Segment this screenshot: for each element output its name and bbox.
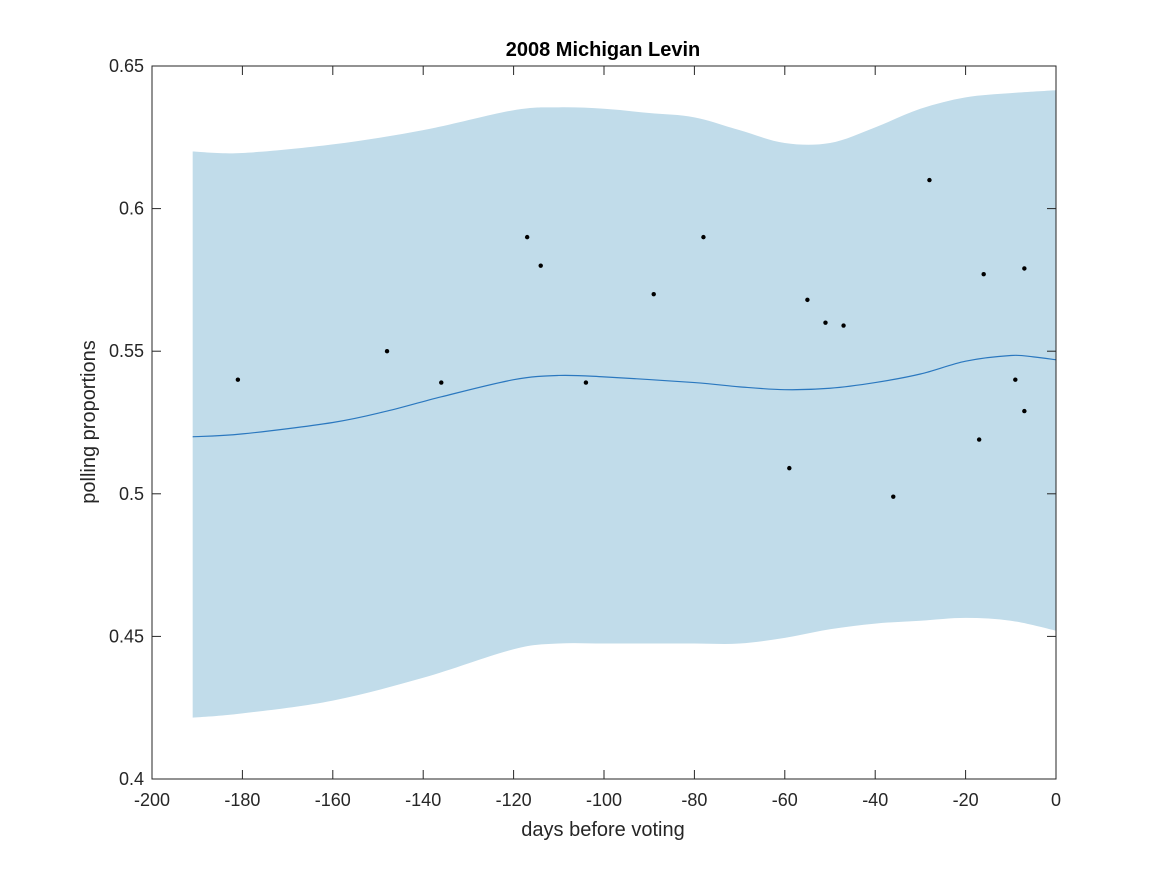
data-point	[701, 234, 706, 240]
y-tick-label: 0.5	[119, 484, 144, 504]
data-point	[841, 323, 846, 328]
data-point	[891, 494, 896, 499]
y-tick-label: 0.55	[109, 341, 144, 361]
data-point	[651, 291, 656, 297]
data-point	[1013, 377, 1018, 382]
data-point	[1022, 266, 1027, 271]
data-point	[981, 271, 986, 277]
confidence-band	[192, 90, 1056, 718]
x-tick-label: -20	[953, 790, 979, 810]
x-tick-label: -40	[862, 790, 888, 810]
data-point	[524, 234, 530, 240]
data-point	[1022, 408, 1027, 414]
y-tick-label: 0.6	[119, 199, 144, 219]
data-point	[823, 320, 828, 325]
axes: -200 -180 -160 -140 -120 -100 -80 -60 -40 -20 00.4…	[109, 56, 1061, 810]
x-tick-label: 0	[1051, 790, 1061, 810]
data-point	[538, 263, 543, 268]
mean-line	[192, 354, 1057, 438]
data-point	[927, 177, 932, 183]
x-tick-label: -200	[134, 790, 170, 810]
data-point	[384, 349, 390, 354]
x-axis-label: days before voting	[521, 819, 684, 841]
y-tick-label: 0.45	[109, 626, 144, 646]
x-tick-label: -60	[772, 790, 798, 810]
x-tick-label: -140	[405, 790, 441, 810]
y-tick-label: 0.4	[119, 769, 144, 789]
x-tick-label: -160	[315, 790, 351, 810]
data-point	[583, 380, 589, 385]
x-tick-label: -180	[224, 790, 260, 810]
data-point	[439, 380, 444, 385]
x-tick-label: -100	[586, 790, 622, 810]
chart-title: 2008 Michigan Levin	[506, 39, 701, 61]
plot-area	[192, 90, 1057, 718]
y-tick-label: 0.65	[109, 56, 144, 76]
data-point	[976, 437, 982, 442]
data-point	[805, 297, 810, 303]
y-axis-label: polling proportions	[78, 340, 100, 503]
data-point	[787, 465, 792, 471]
x-tick-label: -80	[681, 790, 707, 810]
data-point	[235, 377, 241, 382]
x-tick-label: -120	[496, 790, 532, 810]
